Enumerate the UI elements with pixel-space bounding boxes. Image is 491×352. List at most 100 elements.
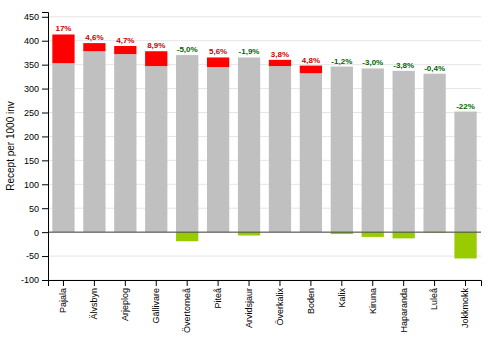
x-tick-mark xyxy=(403,280,404,286)
chart: -100 -50 0 50 100 150 200 250 300 350 400 450 Pajala… xyxy=(0,0,491,352)
x-tick-label: Pajala xyxy=(58,288,68,313)
x-tick-label: Kalix xyxy=(337,288,347,308)
bar xyxy=(454,232,476,258)
bar xyxy=(176,55,198,232)
bar xyxy=(207,67,229,232)
x-tick: Luleå xyxy=(429,280,439,310)
y-tick: -100 xyxy=(21,275,48,285)
annotation: 3,8% xyxy=(271,50,289,59)
y-tick-mark xyxy=(42,89,48,90)
x-tick-mark xyxy=(372,280,373,286)
annotation: -5,0% xyxy=(177,45,198,54)
x-tick-mark xyxy=(94,280,95,286)
y-tick-mark xyxy=(42,17,48,18)
y-tick-label: 0 xyxy=(34,228,39,238)
bar xyxy=(393,232,415,238)
bar xyxy=(362,232,384,237)
y-tick: 400 xyxy=(24,36,48,46)
x-tick-mark xyxy=(279,280,280,286)
y-tick-label: -100 xyxy=(21,275,39,285)
y-tick-mark xyxy=(42,232,48,233)
x-tick-label: Jokkmokk xyxy=(460,288,470,329)
annotation: 17% xyxy=(55,24,71,33)
y-tick: 300 xyxy=(24,84,48,94)
x-tick-mark xyxy=(310,280,311,286)
x-tick: Boden xyxy=(306,280,316,314)
y-axis-title: Recept per 1000 inv xyxy=(5,101,16,191)
x-axis: PajalaÄlvsbynArjeplogGällivareÖvertorneå… xyxy=(49,280,482,333)
x-tick-label: Luleå xyxy=(429,288,439,310)
bar xyxy=(114,54,136,232)
bar xyxy=(393,71,415,232)
x-tick-mark xyxy=(63,280,64,286)
x-tick-mark xyxy=(249,280,250,286)
grid-line xyxy=(48,184,481,185)
bar xyxy=(207,57,229,67)
grid-line xyxy=(48,160,481,161)
annotations: 17%4,6%4,7%8,9%-5,0%5,6%-1,9%3,8%4,8%-1,… xyxy=(55,24,474,110)
grid-line xyxy=(48,256,481,257)
annotation: -1,2% xyxy=(331,57,352,66)
y-tick-mark xyxy=(42,184,48,185)
x-tick-label: Övertorneå xyxy=(182,288,192,333)
x-tick-mark xyxy=(125,280,126,286)
y-tick-label: 150 xyxy=(24,156,39,166)
bar xyxy=(176,232,198,241)
x-tick-mark xyxy=(434,280,435,286)
y-axis-line xyxy=(42,13,49,281)
y-tick: 350 xyxy=(24,60,48,70)
y-axis: -100 -50 0 50 100 150 200 250 300 350 400 450 xyxy=(21,12,49,285)
x-tick-mark xyxy=(218,280,219,286)
x-tick-mark xyxy=(465,280,466,286)
grid xyxy=(48,17,481,280)
bar xyxy=(269,60,291,66)
y-tick-label: 350 xyxy=(24,60,39,70)
bar xyxy=(52,34,74,63)
bar xyxy=(238,232,260,235)
x-tick-label: Piteå xyxy=(213,288,223,309)
bar xyxy=(114,46,136,54)
y-tick-label: 250 xyxy=(24,108,39,118)
y-tick: 100 xyxy=(24,180,48,190)
annotation: -22% xyxy=(456,102,475,111)
bar xyxy=(300,66,322,74)
x-tick: Jokkmokk xyxy=(460,280,470,328)
annotation: 8,9% xyxy=(147,41,165,50)
x-tick-label: Gällivare xyxy=(151,288,161,324)
y-tick-label: 100 xyxy=(24,180,39,190)
grid-line xyxy=(48,112,481,113)
y-tick-mark xyxy=(42,65,48,66)
bar xyxy=(331,67,353,233)
y-tick: 150 xyxy=(24,156,48,166)
bar xyxy=(362,68,384,232)
x-tick: Älvsbyn xyxy=(89,280,99,320)
y-tick-label: -50 xyxy=(26,251,39,261)
x-tick-label: Haparanda xyxy=(399,288,409,333)
x-tick-label: Arvidsjaur xyxy=(244,288,254,328)
annotation: -1,9% xyxy=(239,47,260,56)
y-tick-label: 200 xyxy=(24,132,39,142)
x-tick: Haparanda xyxy=(399,280,409,333)
y-tick-mark xyxy=(42,160,48,161)
y-tick-label: 450 xyxy=(24,12,39,22)
bar xyxy=(300,73,322,232)
x-tick-label: Överkalix xyxy=(275,288,285,326)
y-tick-mark xyxy=(42,41,48,42)
x-tick: Kiruna xyxy=(368,280,378,314)
y-tick-label: 400 xyxy=(24,36,39,46)
x-tick: Gällivare xyxy=(151,280,161,324)
y-tick: 450 xyxy=(24,12,48,22)
y-tick: 50 xyxy=(29,204,48,214)
grid-line xyxy=(48,208,481,209)
chart-container: -100 -50 0 50 100 150 200 250 300 350 400 450 Pajala… xyxy=(0,0,491,352)
y-tick-label: 50 xyxy=(29,204,39,214)
zero-line xyxy=(48,232,481,233)
bars xyxy=(52,34,476,258)
bar xyxy=(269,66,291,232)
y-tick-mark xyxy=(42,136,48,137)
x-tick-mark xyxy=(341,280,342,286)
y-tick: 250 xyxy=(24,108,48,118)
grid-line xyxy=(48,88,481,89)
grid-line xyxy=(48,64,481,65)
grid-line xyxy=(48,136,481,137)
